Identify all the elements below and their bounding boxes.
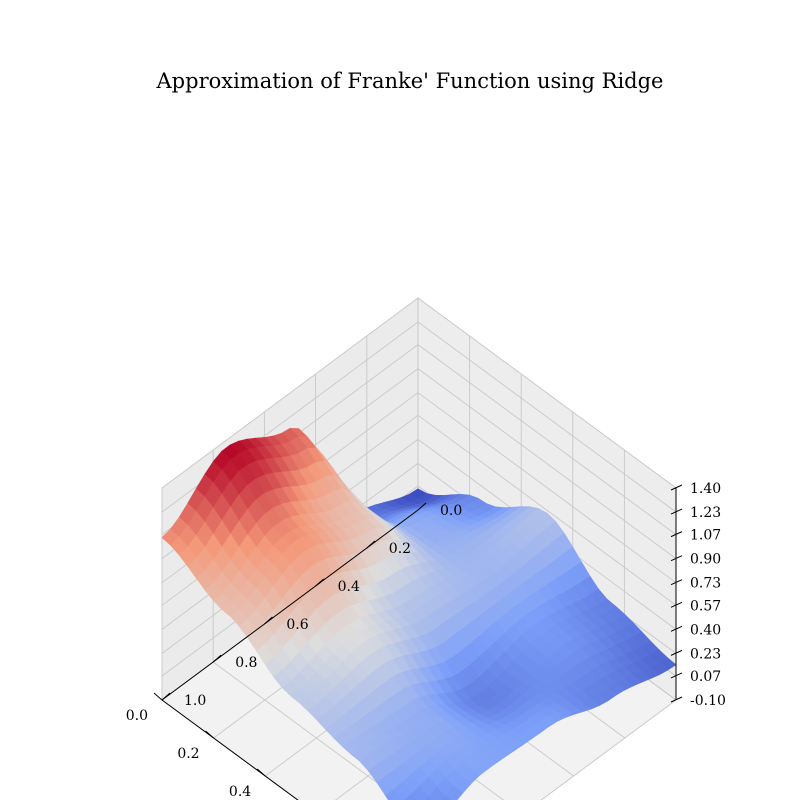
z-tick xyxy=(670,531,683,538)
z-tick xyxy=(670,696,683,703)
z-tick-label: 0.23 xyxy=(690,646,721,662)
x-tick xyxy=(315,578,324,587)
surface-cell xyxy=(425,796,432,800)
y-axis-line xyxy=(161,699,299,800)
y-tick xyxy=(205,730,214,739)
z-tick-label: 0.40 xyxy=(690,622,721,638)
tick-labels: 0.00.20.40.60.81.00.00.20.40.60.81.0-0.1… xyxy=(126,481,726,800)
wall-grid-z-right xyxy=(417,368,677,560)
z-tick-label: -0.10 xyxy=(690,693,726,709)
x-tick xyxy=(161,692,171,701)
z-tick-label: 0.57 xyxy=(690,598,721,614)
z-tick xyxy=(670,508,683,515)
x-tick-label: 0.6 xyxy=(286,617,308,633)
wall-grid-z-right xyxy=(417,297,677,489)
x-tick-label: 1.0 xyxy=(184,693,206,709)
x-tick xyxy=(417,502,427,511)
y-tick-label: 0.2 xyxy=(177,746,199,762)
z-tick-label: 1.40 xyxy=(690,481,721,497)
chart-title: Approximation of Franke' Function using … xyxy=(156,69,664,93)
x-tick-label: 0.0 xyxy=(440,503,462,519)
axes xyxy=(153,484,683,800)
x-tick xyxy=(264,616,273,625)
z-tick xyxy=(670,555,683,562)
y-tick-label: 0.4 xyxy=(229,784,251,800)
z-tick-label: 0.07 xyxy=(690,669,721,685)
z-tick-label: 1.07 xyxy=(690,528,721,544)
x-tick xyxy=(212,654,222,663)
surface-cell xyxy=(427,786,446,800)
x-tick-label: 0.2 xyxy=(389,541,411,557)
z-tick-label: 0.73 xyxy=(690,576,721,592)
x-tick-label: 0.4 xyxy=(338,579,360,595)
z-tick xyxy=(670,484,683,491)
surface-cell xyxy=(441,795,451,800)
wall-grid-z-right xyxy=(417,321,677,513)
z-tick xyxy=(670,601,683,608)
surface-cell xyxy=(385,788,402,800)
x-tick xyxy=(366,540,376,549)
surface-cell xyxy=(410,785,429,800)
floor-grid-y xyxy=(540,699,677,800)
z-tick xyxy=(670,579,683,586)
z-tick xyxy=(670,625,683,632)
z-tick xyxy=(670,672,683,679)
y-tick-label: 0.0 xyxy=(126,708,148,724)
surface-cell xyxy=(445,785,464,800)
wall-grid-z-left xyxy=(161,297,419,489)
z-tick-label: 0.90 xyxy=(690,552,721,568)
z-tick xyxy=(670,649,683,656)
wall-grid-z-right xyxy=(417,414,677,606)
x-tick-label: 0.8 xyxy=(235,655,257,671)
y-tick xyxy=(256,768,266,777)
floor-grid-x xyxy=(212,661,402,800)
surface-mesh xyxy=(161,427,677,800)
wall-grid-z-right xyxy=(417,344,677,536)
x-axis-line xyxy=(161,509,419,701)
y-tick xyxy=(153,692,163,701)
wall-grid-z-right xyxy=(417,392,677,584)
z-tick-label: 1.23 xyxy=(690,505,721,521)
